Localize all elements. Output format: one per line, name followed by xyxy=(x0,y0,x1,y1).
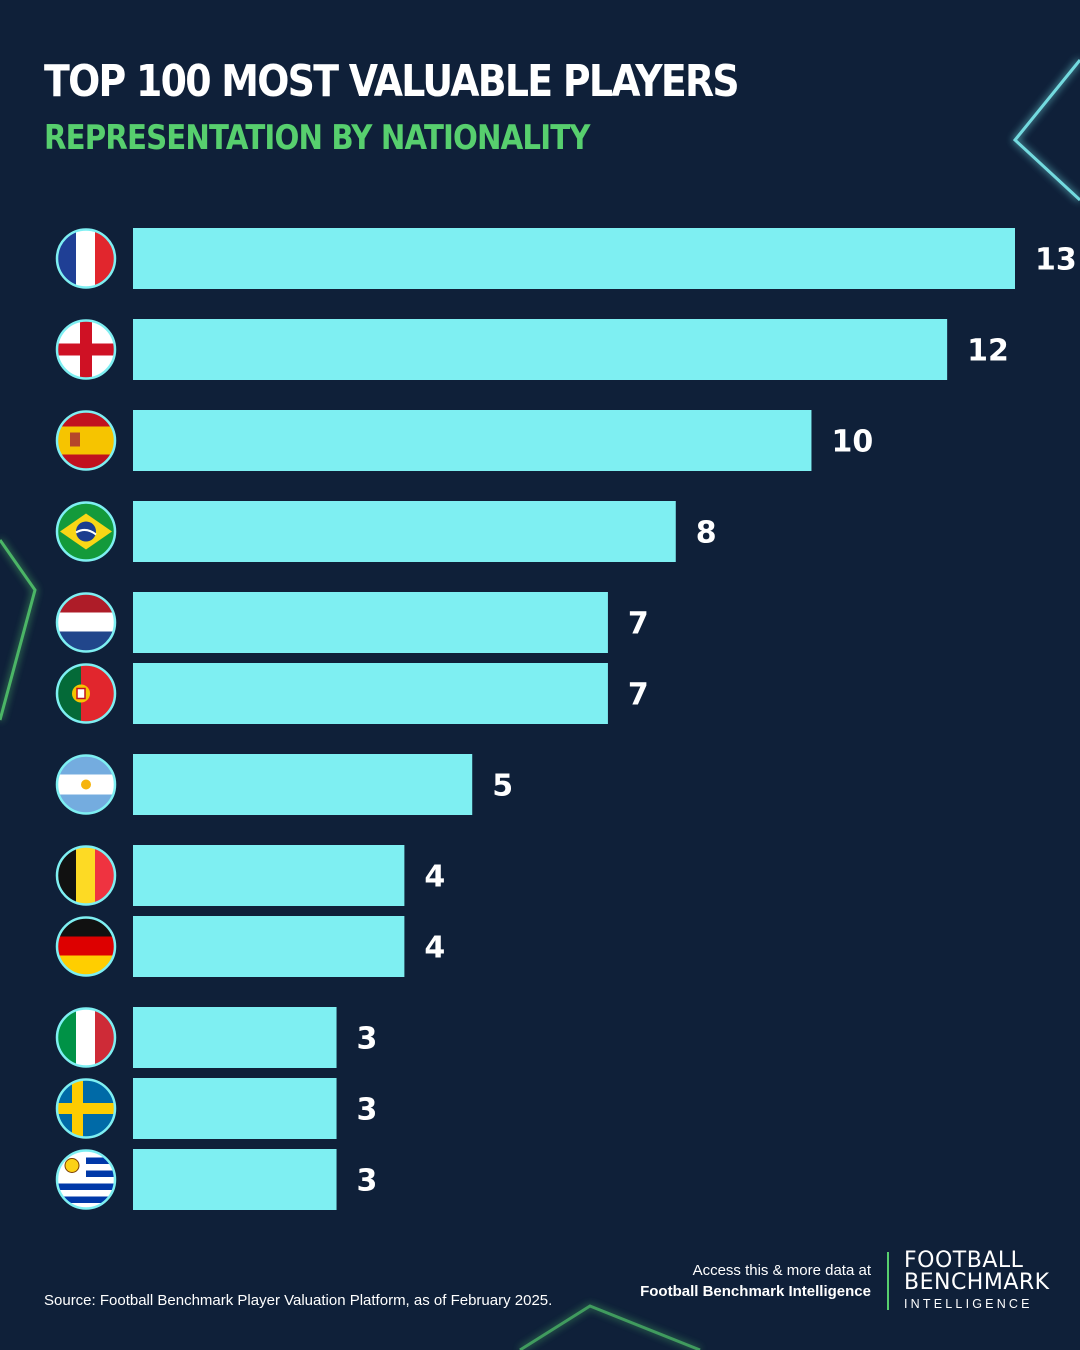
logo-line-2: BENCHMARK xyxy=(904,1270,1050,1295)
flags-layer xyxy=(55,228,117,1210)
bar-portugal xyxy=(133,663,608,724)
source-note: Source: Football Benchmark Player Valuat… xyxy=(44,1292,553,1309)
value-label-belgium: 4 xyxy=(424,860,445,895)
value-label-brazil: 8 xyxy=(696,516,717,551)
logo-line-1: FOOTBALL xyxy=(904,1248,1024,1273)
bar-netherlands xyxy=(133,592,608,653)
portugal-flag-icon xyxy=(55,663,117,724)
bar-uruguay xyxy=(133,1149,337,1210)
spain-flag-icon xyxy=(55,410,117,471)
access-line-2: Football Benchmark Intelligence xyxy=(640,1283,871,1300)
bars-layer: 13 12 10 8 7 7 5 4 4 3 3 3 xyxy=(133,228,1077,1210)
logo-divider xyxy=(887,1252,889,1310)
value-label-sweden: 3 xyxy=(357,1093,378,1128)
value-label-spain: 10 xyxy=(831,425,873,460)
value-label-italy: 3 xyxy=(357,1022,378,1057)
england-flag-icon xyxy=(55,319,117,380)
argentina-flag-icon xyxy=(55,754,117,815)
access-note: Access this & more data at Football Benc… xyxy=(640,1260,871,1302)
value-label-england: 12 xyxy=(967,334,1009,369)
germany-flag-icon xyxy=(55,916,117,977)
france-flag-icon xyxy=(55,228,117,289)
value-label-argentina: 5 xyxy=(492,769,513,804)
italy-flag-icon xyxy=(55,1007,117,1068)
bar-argentina xyxy=(133,754,473,815)
bar-germany xyxy=(133,916,405,977)
chart-subtitle: REPRESENTATION BY NATIONALITY xyxy=(44,118,590,158)
value-label-portugal: 7 xyxy=(628,678,649,713)
value-label-germany: 4 xyxy=(424,931,445,966)
logo-line-3: INTELLIGENCE xyxy=(904,1297,1033,1311)
value-label-france: 13 xyxy=(1035,243,1077,278)
value-label-uruguay: 3 xyxy=(357,1164,378,1199)
bar-sweden xyxy=(133,1078,337,1139)
bar-spain xyxy=(133,410,812,471)
value-label-netherlands: 7 xyxy=(628,607,649,642)
bar-england xyxy=(133,319,948,380)
football-benchmark-logo: FOOTBALL BENCHMARK INTELLIGENCE xyxy=(904,1248,1050,1312)
chart-title: TOP 100 MOST VALUABLE PLAYERS xyxy=(44,56,740,107)
access-line-1: Access this & more data at xyxy=(692,1262,871,1279)
bar-brazil xyxy=(133,501,676,562)
bar-italy xyxy=(133,1007,337,1068)
uruguay-flag-icon xyxy=(55,1149,117,1210)
brazil-flag-icon xyxy=(55,501,117,562)
belgium-flag-icon xyxy=(55,845,117,906)
bar-belgium xyxy=(133,845,405,906)
sweden-flag-icon xyxy=(55,1078,117,1139)
netherlands-flag-icon xyxy=(55,592,117,653)
bar-france xyxy=(133,228,1015,289)
